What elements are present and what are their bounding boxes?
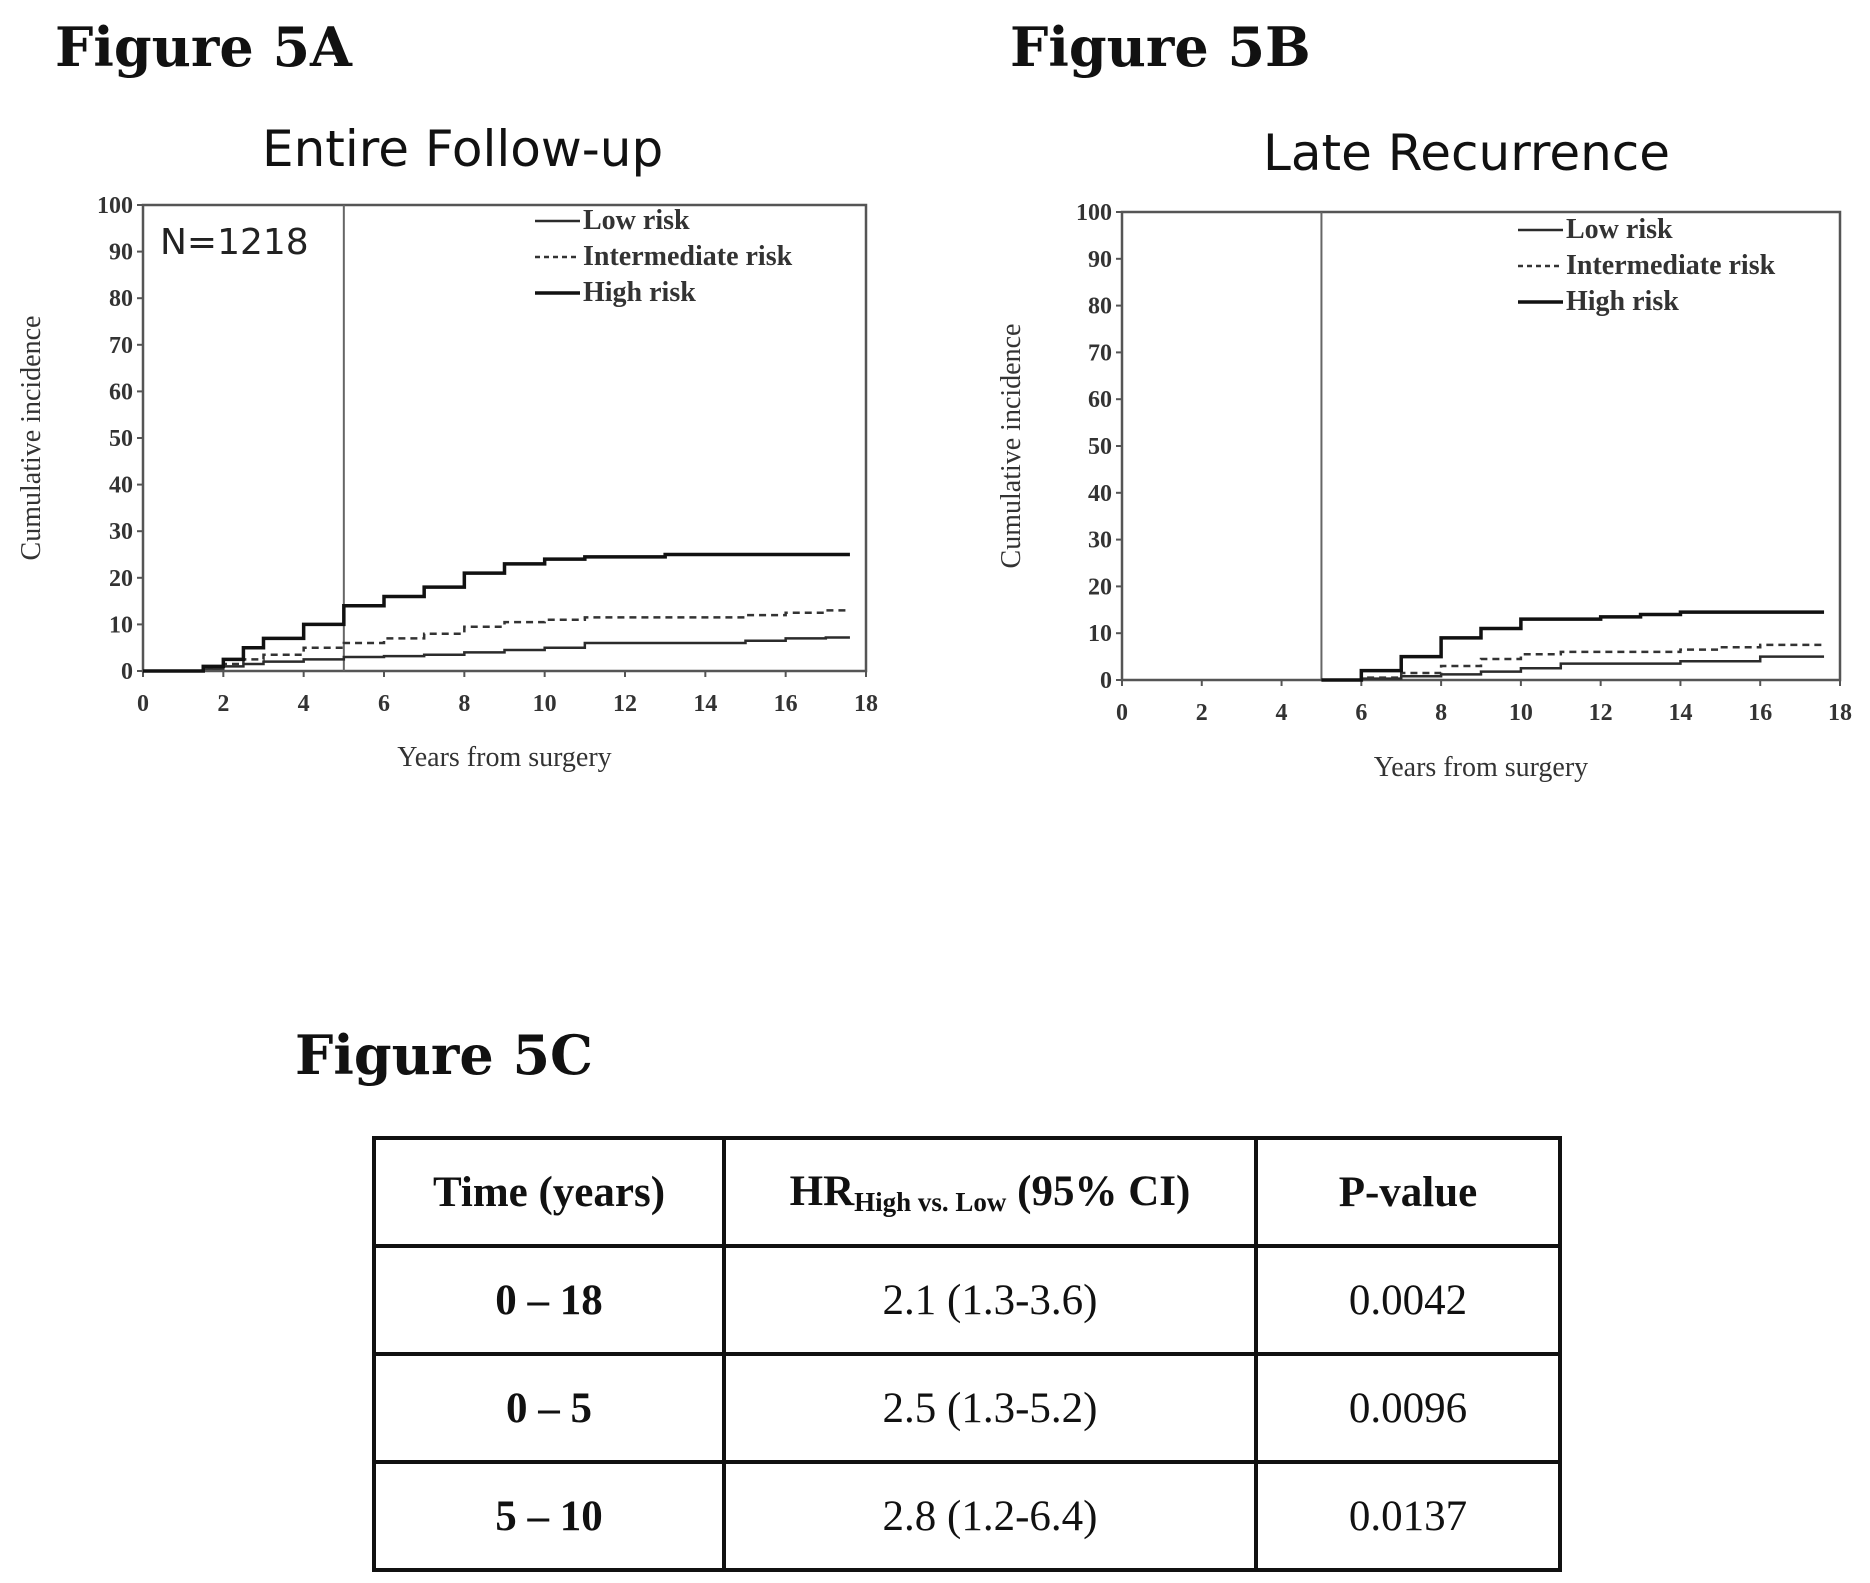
y-tick-label: 20	[109, 566, 133, 592]
y-tick-label: 50	[1088, 434, 1112, 460]
series-line-low-risk	[143, 636, 850, 673]
x-tick-label: 2	[1196, 700, 1208, 726]
figure-5b-label: Figure 5B	[1010, 15, 1311, 79]
y-tick-label: 80	[1088, 294, 1112, 320]
figure-5a-label: Figure 5A	[55, 15, 352, 79]
plot-frame	[1120, 210, 1842, 682]
y-tick-label: 40	[109, 473, 133, 499]
y-tick-label: 90	[1088, 247, 1112, 273]
cell-hr: 2.8 (1.2-6.4)	[722, 1460, 1258, 1572]
chart-b-title: Late Recurrence	[1263, 124, 1671, 182]
legend-label: Low risk	[583, 205, 690, 236]
header-time: Time (years)	[372, 1136, 726, 1248]
x-tick-label: 16	[774, 691, 798, 717]
x-tick-label: 12	[1589, 700, 1613, 726]
x-tick-label: 10	[1509, 700, 1533, 726]
y-tick-label: 70	[109, 333, 133, 359]
y-tick-label: 10	[109, 612, 133, 638]
header-hr-sub: High vs. Low	[854, 1186, 1007, 1217]
x-tick-label: 18	[1828, 700, 1852, 726]
series-line-low-risk	[1321, 655, 1825, 682]
chart-a-title: Entire Follow-up	[262, 120, 664, 178]
y-tick-label: 0	[1100, 668, 1112, 694]
cell-hr: 2.1 (1.3-3.6)	[722, 1244, 1258, 1356]
x-tick-label: 6	[1355, 700, 1367, 726]
header-hr: HRHigh vs. Low (95% CI)	[722, 1136, 1258, 1248]
table-row: 5 – 10 2.8 (1.2-6.4) 0.0137	[372, 1460, 1562, 1572]
x-axis-title: Years from surgery	[1374, 752, 1588, 783]
x-tick-label: 0	[1116, 700, 1128, 726]
legend-label: High risk	[1566, 286, 1679, 317]
x-tick-label: 14	[693, 691, 717, 717]
y-tick-label: 100	[97, 193, 133, 219]
cell-hr: 2.5 (1.3-5.2)	[722, 1352, 1258, 1464]
cell-time: 5 – 10	[372, 1460, 726, 1572]
x-tick-label: 0	[137, 691, 149, 717]
y-tick-label: 60	[109, 379, 133, 405]
cell-p: 0.0137	[1254, 1460, 1562, 1572]
legend-label: High risk	[583, 277, 696, 308]
table-header-row: Time (years) HRHigh vs. Low (95% CI) P-v…	[372, 1136, 1562, 1248]
x-tick-label: 10	[533, 691, 557, 717]
sample-size-annotation: N=1218	[160, 222, 309, 263]
series-line-high-risk	[143, 552, 850, 673]
series-line-high-risk	[1321, 610, 1825, 682]
chart-b: 0 10 20 30 40 50 60 70 80 90 100 0 2 4 6 8 10 12 14 16 18 Yea…	[996, 200, 1852, 783]
y-tick-label: 10	[1088, 621, 1112, 647]
cell-p: 0.0096	[1254, 1352, 1562, 1464]
chart-a: 0 10 20 30 40 50 60 70 80 90 100 0 2 4 6 8 10 12 14 16 18 Yea…	[16, 193, 878, 773]
y-tick-label: 60	[1088, 387, 1112, 413]
y-tick-label: 90	[109, 240, 133, 266]
y-tick-label: 70	[1088, 340, 1112, 366]
plot-frame	[141, 203, 868, 673]
y-tick-label: 100	[1076, 200, 1112, 226]
x-tick-label: 4	[298, 691, 310, 717]
y-tick-label: 40	[1088, 481, 1112, 507]
series-line-intermediate-risk	[143, 609, 850, 673]
x-tick-label: 4	[1276, 700, 1288, 726]
y-axis-title: Cumulative incidence	[16, 316, 47, 561]
header-p: P-value	[1254, 1136, 1562, 1248]
header-hr-ci: (95% CI)	[1006, 1167, 1191, 1215]
y-tick-label: 30	[109, 519, 133, 545]
x-tick-label: 8	[1435, 700, 1447, 726]
cell-time: 0 – 5	[372, 1352, 726, 1464]
table-row: 0 – 5 2.5 (1.3-5.2) 0.0096	[372, 1352, 1562, 1464]
x-tick-label: 18	[854, 691, 878, 717]
cell-p: 0.0042	[1254, 1244, 1562, 1356]
x-tick-label: 14	[1668, 700, 1692, 726]
x-tick-label: 6	[378, 691, 390, 717]
cell-time: 0 – 18	[372, 1244, 726, 1356]
table-row: 0 – 18 2.1 (1.3-3.6) 0.0042	[372, 1244, 1562, 1356]
y-axis-title: Cumulative incidence	[996, 324, 1027, 569]
x-tick-label: 12	[613, 691, 637, 717]
x-axis-title: Years from surgery	[397, 742, 611, 773]
y-tick-label: 80	[109, 286, 133, 312]
y-tick-label: 20	[1088, 574, 1112, 600]
legend-label: Low risk	[1566, 214, 1673, 245]
x-tick-label: 8	[458, 691, 470, 717]
legend-label: Intermediate risk	[1566, 250, 1776, 281]
y-tick-label: 50	[109, 426, 133, 452]
figure-5c-label: Figure 5C	[295, 1023, 594, 1087]
series-line-intermediate-risk	[1321, 643, 1825, 682]
hazard-ratio-table: Time (years) HRHigh vs. Low (95% CI) P-v…	[372, 1136, 1562, 1572]
y-tick-label: 30	[1088, 528, 1112, 554]
header-hr-main: HR	[789, 1167, 855, 1215]
y-tick-label: 0	[121, 659, 133, 685]
legend-label: Intermediate risk	[583, 241, 793, 272]
x-tick-label: 16	[1748, 700, 1772, 726]
x-tick-label: 2	[217, 691, 229, 717]
